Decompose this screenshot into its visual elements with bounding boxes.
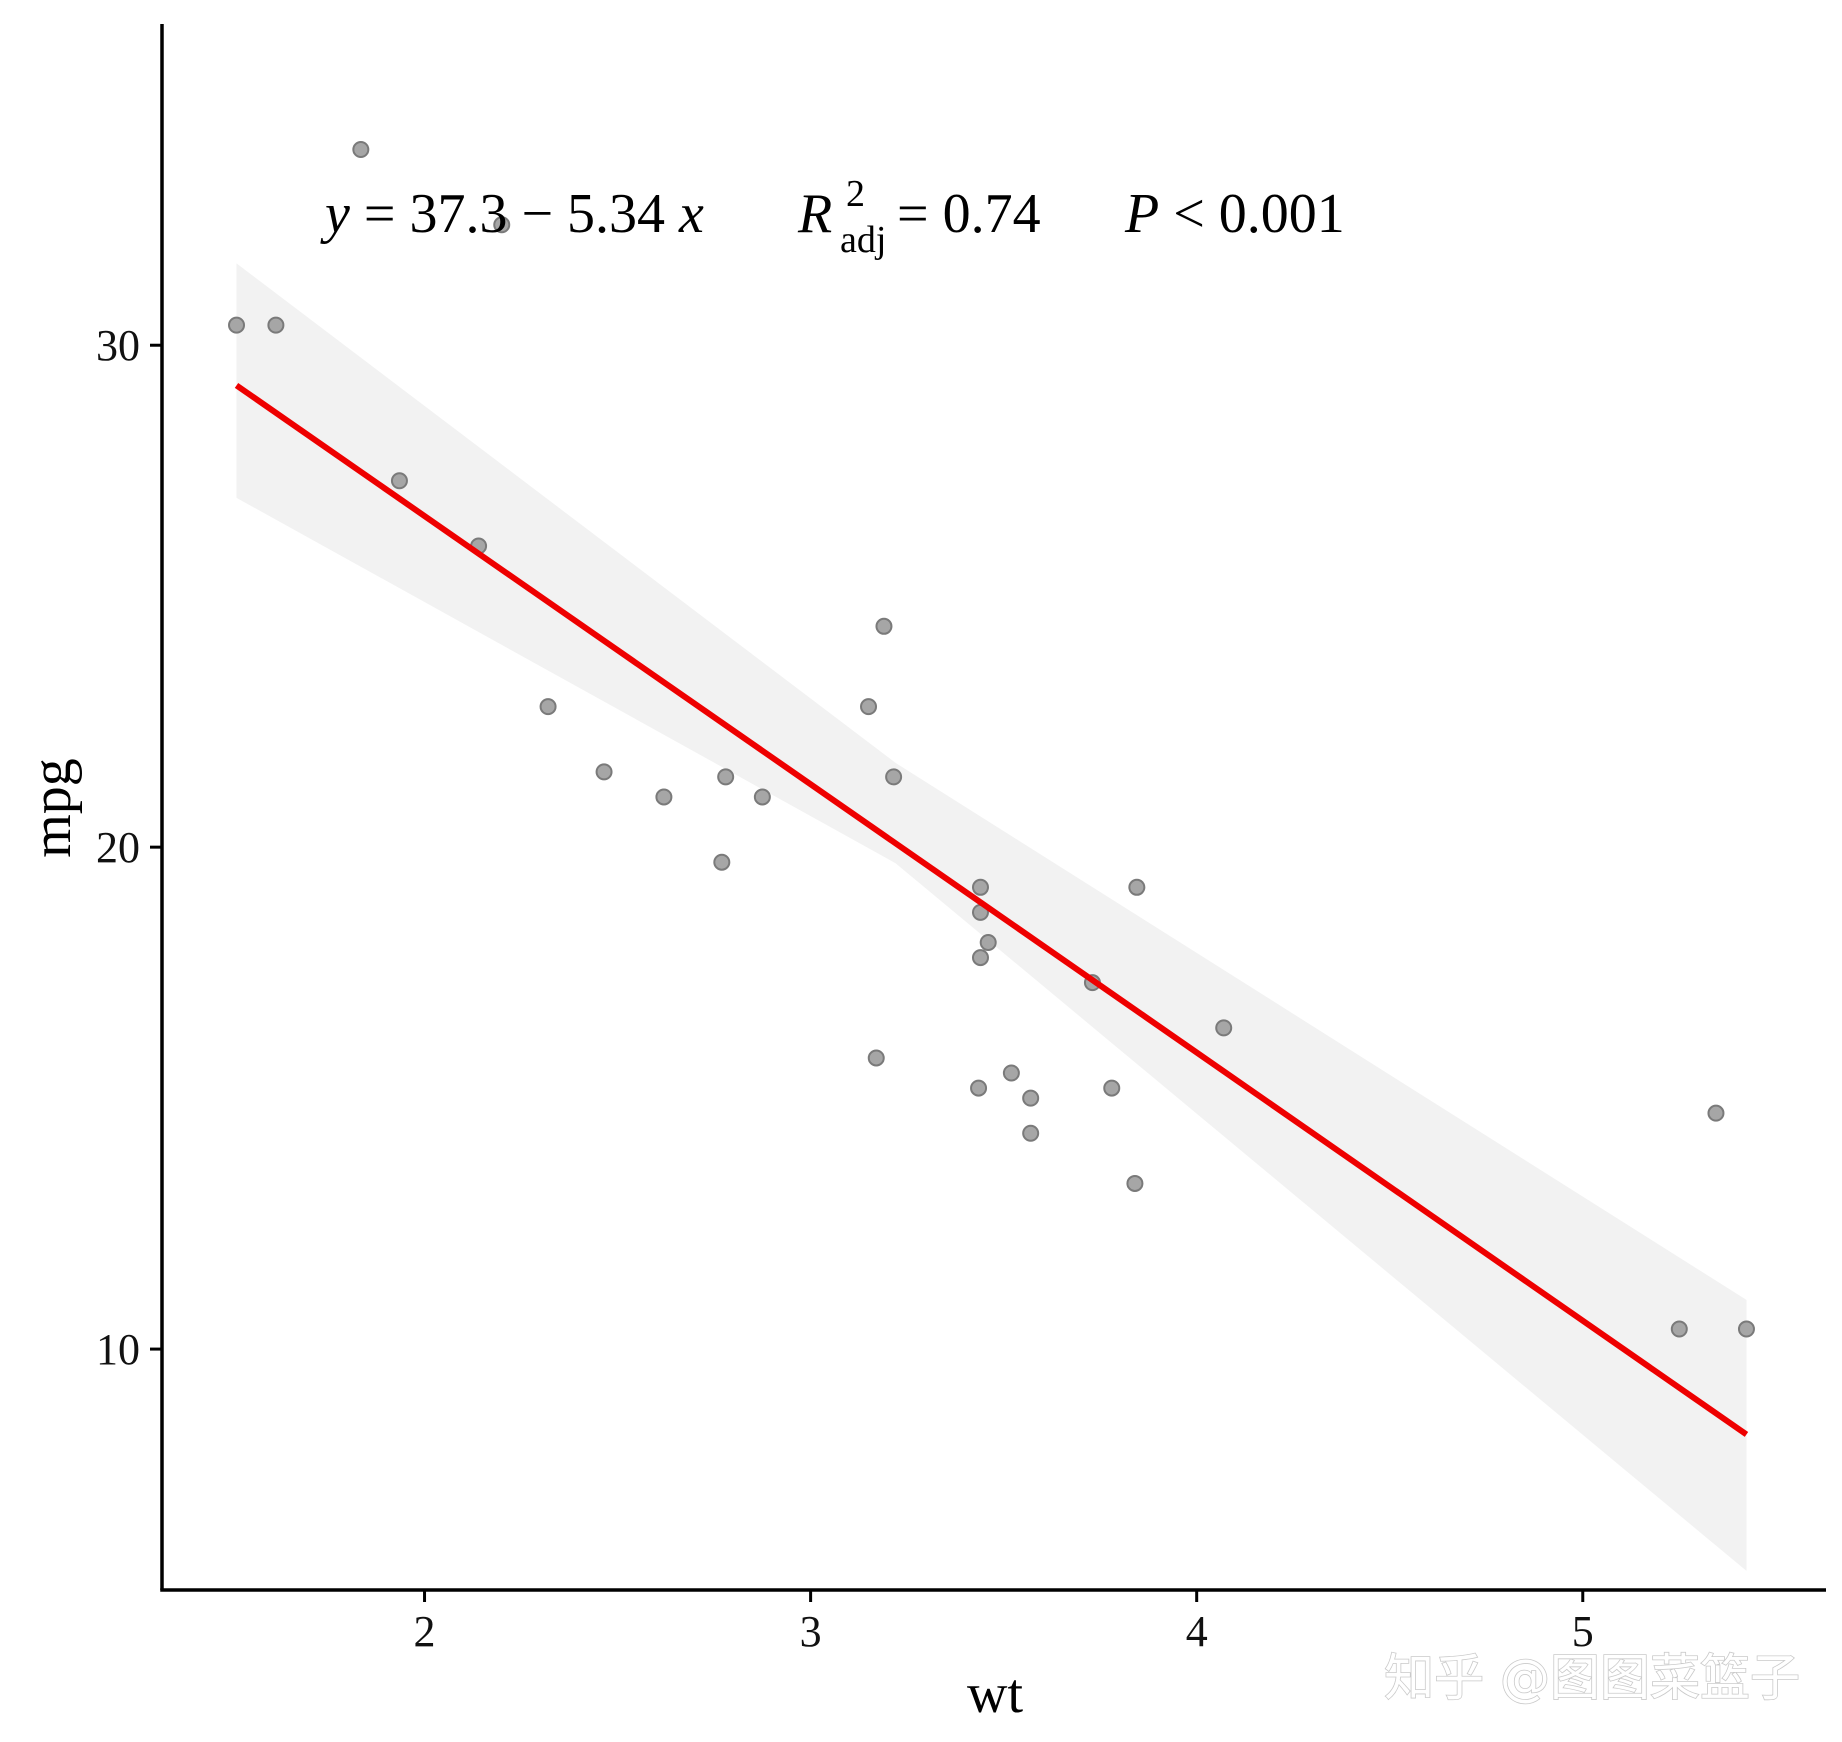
data-point (655, 788, 673, 806)
axes: 10 20 30 2 3 4 5 (96, 24, 1826, 1656)
data-point (1128, 878, 1146, 896)
y-tick-label: 30 (96, 321, 140, 370)
data-point (1707, 1104, 1725, 1122)
regression-equation: y = 37.3 − 5.34 x (320, 183, 704, 245)
y-axis-ticks: 10 20 30 (96, 321, 162, 1374)
data-point (860, 698, 878, 716)
p-value: < 0.001 (1159, 183, 1345, 245)
x-tick-label: 3 (800, 1607, 822, 1656)
regression-line (234, 382, 1749, 1437)
r-squared-symbol: R (797, 183, 832, 245)
data-point (228, 316, 246, 334)
data-point (1737, 1320, 1755, 1338)
y-tick-label: 10 (96, 1325, 140, 1374)
x-tick-label: 5 (1572, 1607, 1594, 1656)
data-point (1103, 1079, 1121, 1097)
data-point (717, 768, 735, 786)
data-point (595, 763, 613, 781)
data-point (875, 617, 893, 635)
r-squared-subscript: adj (840, 219, 886, 261)
data-point (352, 140, 370, 158)
x-axis-ticks: 2 3 4 5 (414, 1590, 1594, 1656)
x-axis-title: wt (967, 1663, 1023, 1725)
data-point (971, 949, 989, 967)
data-point (971, 878, 989, 896)
confidence-band (236, 263, 1747, 1571)
r-squared-value: = 0.74 (897, 183, 1041, 245)
data-point (539, 698, 557, 716)
data-point (867, 1049, 885, 1067)
eq-var: x (678, 183, 704, 245)
data-point (493, 216, 511, 234)
r-squared-superscript: 2 (846, 173, 865, 215)
x-tick-label: 4 (1186, 1607, 1208, 1656)
data-point (979, 934, 997, 952)
plot-area (228, 140, 1755, 1571)
x-tick-label: 2 (414, 1607, 436, 1656)
data-point (1670, 1320, 1688, 1338)
y-axis-title: mpg (21, 758, 83, 858)
data-point (1002, 1064, 1020, 1082)
eq-lhs: y (320, 183, 350, 245)
data-point (1022, 1124, 1040, 1142)
data-point (753, 788, 771, 806)
watermark: 知乎 @图图菜篮子 (1384, 1649, 1800, 1707)
p-value-label: P < 0.001 (1124, 183, 1345, 245)
data-point (390, 472, 408, 490)
data-point (1126, 1174, 1144, 1192)
data-point (713, 853, 731, 871)
data-point (1022, 1089, 1040, 1107)
y-tick-label: 20 (96, 823, 140, 872)
data-point (970, 1079, 988, 1097)
eq-rhs: = 37.3 − 5.34 (350, 183, 679, 245)
data-point (885, 768, 903, 786)
p-symbol: P (1124, 183, 1159, 245)
data-point (267, 316, 285, 334)
data-point (1215, 1019, 1233, 1037)
